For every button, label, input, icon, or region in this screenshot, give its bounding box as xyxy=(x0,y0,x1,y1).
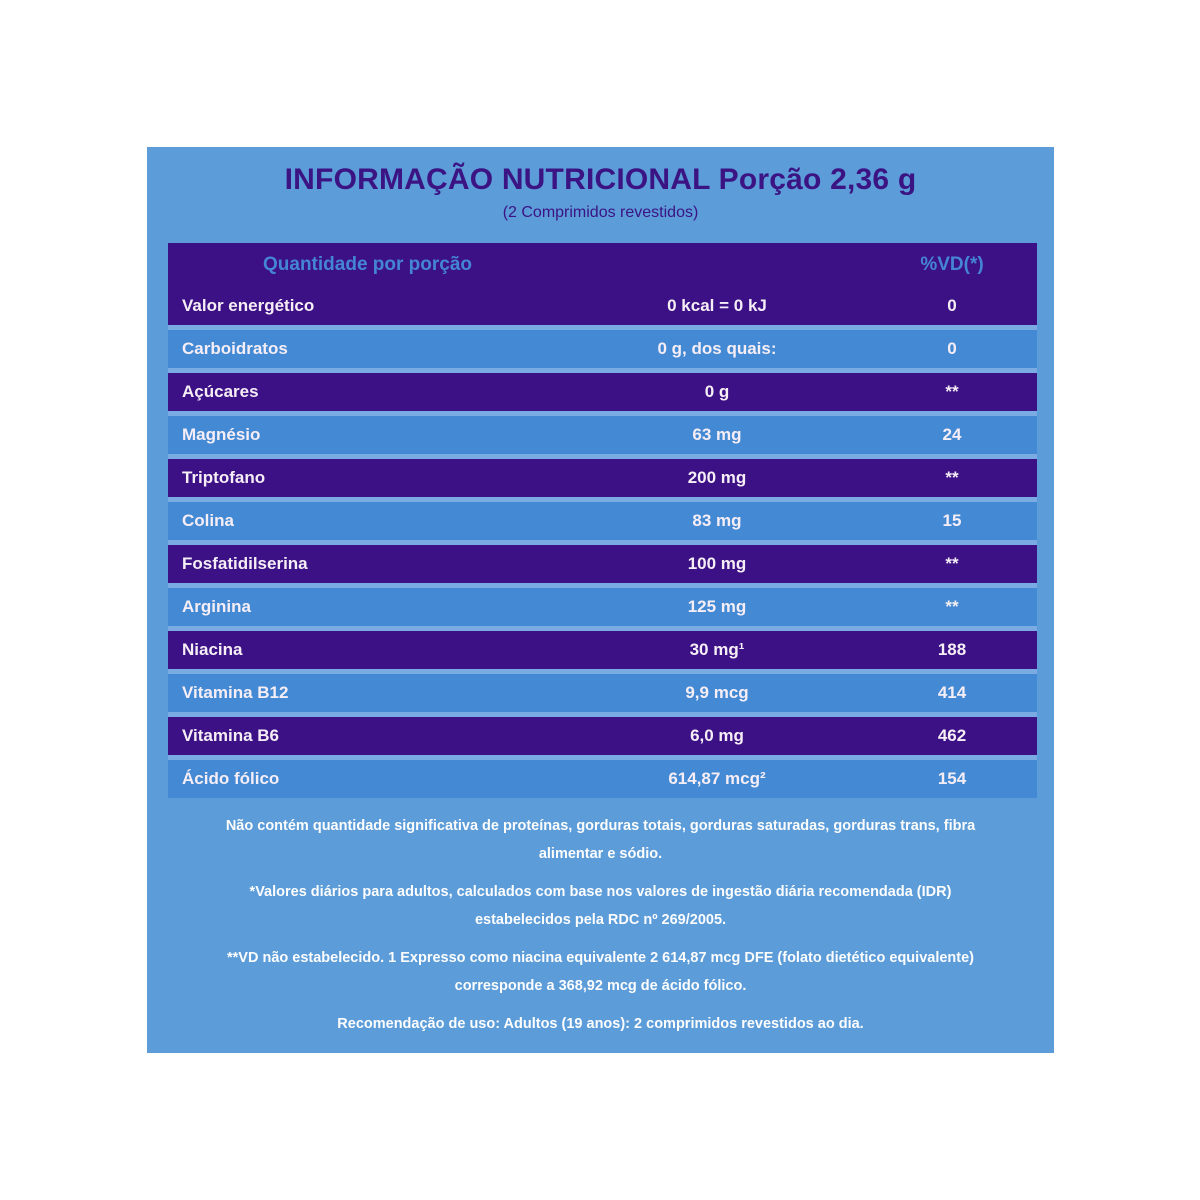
row-daily-value: ** xyxy=(945,382,959,401)
table-row: Ácido fólico 614,87 mcg² 154 xyxy=(168,760,1037,798)
row-nutrient-label: Fosfatidilserina xyxy=(182,554,308,573)
footnote-usage-recommendation: Recomendação de uso: Adultos (19 anos): … xyxy=(337,1016,864,1032)
serving-subtitle: (2 Comprimidos revestidos) xyxy=(502,204,699,221)
table-row: Vitamina B6 6,0 mg 462 xyxy=(168,717,1037,755)
row-daily-value: 24 xyxy=(942,425,962,444)
table-row: Triptofano 200 mg ** xyxy=(168,459,1037,497)
table-row: Vitamina B12 9,9 mcg 414 xyxy=(168,674,1037,712)
table-row: Açúcares 0 g ** xyxy=(168,373,1037,411)
row-daily-value: ** xyxy=(945,597,959,616)
table-row: Arginina 125 mg ** xyxy=(168,588,1037,626)
row-daily-value: ** xyxy=(945,554,959,573)
row-amount-value: 100 mg xyxy=(687,554,747,573)
row-daily-value: 414 xyxy=(937,683,967,702)
row-nutrient-label: Vitamina B6 xyxy=(182,726,280,745)
footnote-no-significant-amounts: Não contém quantidade significativa de p… xyxy=(225,818,976,862)
row-nutrient-label: Niacina xyxy=(182,640,243,659)
table-row: Fosfatidilserina 100 mg ** xyxy=(168,545,1037,583)
row-amount-value: 63 mg xyxy=(692,425,742,444)
table-row: Magnésio 63 mg 24 xyxy=(168,416,1037,454)
row-nutrient-label: Triptofano xyxy=(182,468,266,487)
row-amount-value: 30 mg¹ xyxy=(689,640,745,659)
table-header-row: Quantidade por porção %VD(*) xyxy=(168,243,1037,287)
footnote-daily-values-reference: *Valores diários para adultos, calculado… xyxy=(249,884,952,928)
row-amount-value: 9,9 mcg xyxy=(685,683,749,702)
table-row: Valor energético 0 kcal = 0 kJ 0 xyxy=(168,287,1037,325)
row-nutrient-label: Colina xyxy=(182,511,234,530)
nutrition-table-body: Valor energético 0 kcal = 0 kJ 0 Carboid… xyxy=(168,287,1037,798)
row-amount-value: 0 kcal = 0 kJ xyxy=(667,296,767,315)
row-nutrient-label: Vitamina B12 xyxy=(182,683,289,702)
nutrition-table: Quantidade por porção %VD(*) Valor energ… xyxy=(168,243,1037,798)
row-amount-value: 614,87 mcg² xyxy=(668,769,766,788)
row-daily-value: 0 xyxy=(947,339,957,358)
row-daily-value: 154 xyxy=(937,769,967,788)
row-amount-value: 0 g xyxy=(704,382,730,401)
row-daily-value: 462 xyxy=(937,726,967,745)
row-amount-value: 200 mg xyxy=(687,468,747,487)
footnote-vd-not-established: **VD não estabelecido. 1 Expresso como n… xyxy=(227,950,974,994)
row-amount-value: 0 g, dos quais: xyxy=(657,339,777,358)
row-nutrient-label: Carboidratos xyxy=(182,339,288,358)
row-nutrient-label: Magnésio xyxy=(182,425,261,444)
footnotes-section: Não contém quantidade significativa de p… xyxy=(147,812,1054,1038)
table-row: Niacina 30 mg¹ 188 xyxy=(168,631,1037,669)
row-daily-value: 188 xyxy=(937,640,967,659)
table-row: Colina 83 mg 15 xyxy=(168,502,1037,540)
row-amount-value: 83 mg xyxy=(692,511,742,530)
table-row: Carboidratos 0 g, dos quais: 0 xyxy=(168,330,1037,368)
row-daily-value: 15 xyxy=(942,511,962,530)
row-nutrient-label: Valor energético xyxy=(182,296,315,315)
row-amount-value: 125 mg xyxy=(687,597,747,616)
nutrition-title: INFORMAÇÃO NUTRICIONAL Porção 2,36 g xyxy=(284,163,917,196)
row-daily-value: ** xyxy=(945,468,959,487)
nutrition-label-card: INFORMAÇÃO NUTRICIONAL Porção 2,36 g (2 … xyxy=(147,147,1054,1053)
row-nutrient-label: Arginina xyxy=(182,597,251,616)
row-daily-value: 0 xyxy=(947,296,957,315)
row-amount-value: 6,0 mg xyxy=(690,726,744,745)
column-header-daily-value: %VD(*) xyxy=(920,254,984,275)
row-nutrient-label: Ácido fólico xyxy=(182,769,280,788)
column-header-quantity-per-serving: Quantidade por porção xyxy=(263,254,473,275)
row-nutrient-label: Açúcares xyxy=(182,382,259,401)
